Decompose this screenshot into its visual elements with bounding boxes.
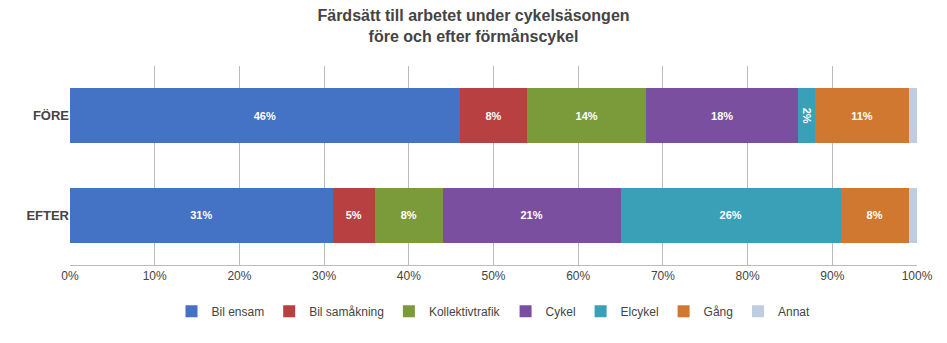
svg-text:50%: 50% (481, 269, 505, 283)
svg-text:100%: 100% (902, 269, 933, 283)
svg-text:14%: 14% (576, 110, 598, 122)
svg-text:90%: 90% (820, 269, 844, 283)
svg-text:10%: 10% (143, 269, 167, 283)
svg-text:80%: 80% (736, 269, 760, 283)
svg-text:Cykel: Cykel (546, 305, 576, 319)
svg-text:Färdsätt till arbetet under cy: Färdsätt till arbetet under cykelsäsonge… (317, 7, 629, 45)
svg-text:18%: 18% (711, 110, 733, 122)
svg-text:8%: 8% (485, 110, 501, 122)
svg-text:46%: 46% (254, 110, 276, 122)
svg-text:Annat: Annat (778, 305, 810, 319)
svg-text:30%: 30% (312, 269, 336, 283)
svg-text:70%: 70% (651, 269, 675, 283)
svg-text:20%: 20% (227, 269, 251, 283)
svg-text:60%: 60% (566, 269, 590, 283)
svg-text:Gång: Gång (704, 305, 733, 319)
svg-text:26%: 26% (720, 209, 742, 221)
svg-text:2%: 2% (801, 108, 813, 124)
svg-text:5%: 5% (346, 209, 362, 221)
svg-text:40%: 40% (397, 269, 421, 283)
svg-text:21%: 21% (520, 209, 542, 221)
svg-text:Kollektivtrafik: Kollektivtrafik (429, 305, 501, 319)
svg-text:Bil samåkning: Bil samåkning (309, 305, 384, 319)
svg-text:Elcykel: Elcykel (621, 305, 659, 319)
svg-text:11%: 11% (851, 110, 873, 122)
svg-text:0%: 0% (61, 269, 79, 283)
svg-text:31%: 31% (190, 209, 212, 221)
svg-text:EFTER: EFTER (26, 208, 69, 223)
svg-text:Bil ensam: Bil ensam (212, 305, 265, 319)
svg-text:8%: 8% (867, 209, 883, 221)
svg-text:8%: 8% (401, 209, 417, 221)
svg-text:FÖRE: FÖRE (33, 108, 69, 123)
